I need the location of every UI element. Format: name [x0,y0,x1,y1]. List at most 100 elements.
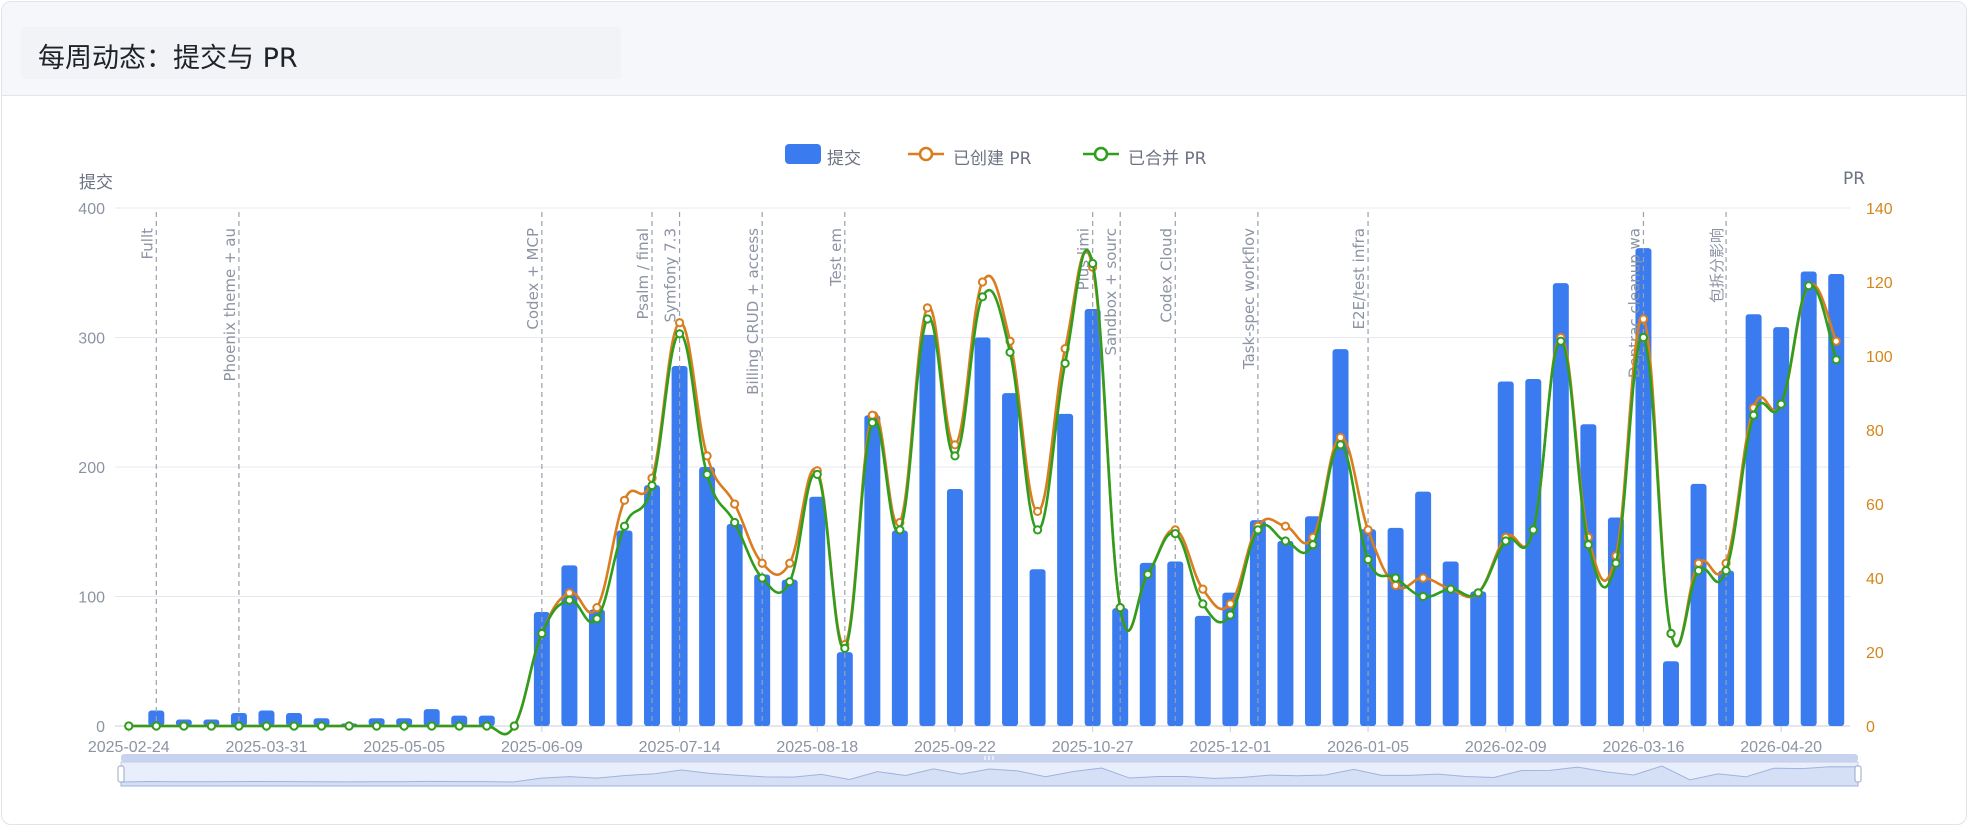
x-tick-label: 2025-08-18 [776,739,858,756]
x-tick-label: 2025-07-14 [639,739,721,756]
commit-bar [864,415,881,726]
merged-pr-point [840,643,850,653]
x-tick-label: 2025-09-22 [914,739,996,756]
commit-bar [1525,378,1542,726]
right-tick-label: 20 [1866,645,1884,662]
commit-bar [1167,561,1184,726]
zoom-handle-left[interactable] [117,765,125,783]
merged-pr-point [289,721,299,731]
merged-pr-point [1143,569,1153,579]
merged-pr-point [1721,566,1731,576]
right-tick-label: 140 [1866,201,1893,218]
commit-bar [1332,349,1349,726]
commit-bar [1112,608,1129,726]
merged-pr-point [1335,440,1346,450]
merged-pr-point [619,521,630,531]
merged-pr-point [1170,529,1180,539]
commit-bar [1084,309,1101,726]
x-tick-label: 2026-01-05 [1327,739,1409,756]
merged-pr-point [1638,332,1649,343]
commit-bar [699,467,716,726]
commit-bar [974,337,991,726]
commit-bar [423,709,440,726]
created-pr-point [1390,580,1401,591]
commit-bar [809,496,826,726]
x-tick-label: 2026-04-20 [1740,739,1822,756]
merged-pr-point [1032,525,1043,535]
merged-pr-point [647,480,657,491]
merged-pr-point [922,314,933,324]
merged-pr-point [372,721,382,731]
created-pr-point [1198,584,1208,594]
commit-bar [588,609,605,726]
x-tick-label: 2026-03-16 [1603,739,1685,756]
merged-pr-point [399,721,409,731]
created-pr-point [592,603,602,613]
legend-marker-created [918,146,934,162]
merged-pr-point [1390,573,1401,583]
x-tick-label: 2025-12-01 [1189,739,1271,756]
merged-pr-point [1501,536,1511,546]
commit-bar [1029,569,1046,726]
annotation-label: 包拆分影响 [1708,228,1726,303]
merged-pr-point [1225,610,1235,620]
merged-pr-point [812,469,822,479]
merged-pr-point [1060,358,1070,368]
merged-pr-point [1005,347,1015,357]
commit-bar [286,713,302,726]
merged-pr-point [592,614,602,624]
merged-pr-point [1556,336,1566,346]
merged-pr-point [1198,599,1208,609]
right-tick-label: 0 [1866,719,1875,736]
merged-pr-point [950,451,960,461]
merged-pr-point [1280,536,1291,546]
zoom-handle-right[interactable] [1854,765,1862,783]
commit-bar [1470,591,1487,726]
merged-pr-point [537,628,547,639]
commit-bar [451,715,468,726]
merged-pr-point [1528,525,1538,535]
merged-pr-point [206,721,216,731]
commit-bar [1194,615,1211,726]
merged-pr-point [1776,399,1786,409]
annotation-label: E2E/test infra [1350,228,1368,329]
x-tick-label: 2025-05-05 [363,739,445,756]
annotation-label: Billing CRUD + access [744,228,762,395]
left-tick-label: 0 [96,719,105,736]
merged-pr-point [1473,588,1483,598]
legend-label-commits: 提交 [827,149,861,169]
merged-pr-point [674,329,685,339]
annotation-label: Symfony 7.3 [662,228,680,322]
created-pr-point [867,410,877,420]
merged-pr-point [124,721,134,731]
x-tick-label: 2026-02-09 [1465,739,1547,756]
commit-bar [946,489,963,726]
right-tick-label: 80 [1866,423,1884,440]
commit-bar [1828,274,1845,726]
created-pr-point [1831,336,1841,346]
merged-pr-point [316,721,327,731]
left-tick-label: 200 [78,460,105,477]
merged-pr-point [867,418,877,428]
created-pr-point [1032,506,1043,516]
annotation-label: Codex Cloud [1157,228,1175,323]
merged-pr-point [1308,540,1318,550]
created-pr-point [757,558,767,568]
merged-pr-point [1253,525,1263,535]
merged-pr-point [427,721,437,731]
created-pr-point [674,318,685,328]
merged-pr-point [895,525,905,535]
x-tick-label: 2025-06-09 [501,739,583,756]
merged-pr-point [234,721,244,731]
legend: 提交 已创建 PR 已合并 PR [785,144,1207,169]
merged-pr-point [977,292,988,302]
merged-pr-point [1666,628,1676,639]
merged-pr-point [1583,540,1593,550]
zoom-preview-area [120,765,1859,787]
merged-pr-point [1446,584,1456,594]
commit-bar [1663,661,1679,726]
merged-pr-point [261,721,272,731]
commit-bar [1497,381,1514,726]
zoom-grip-icon [984,756,994,760]
